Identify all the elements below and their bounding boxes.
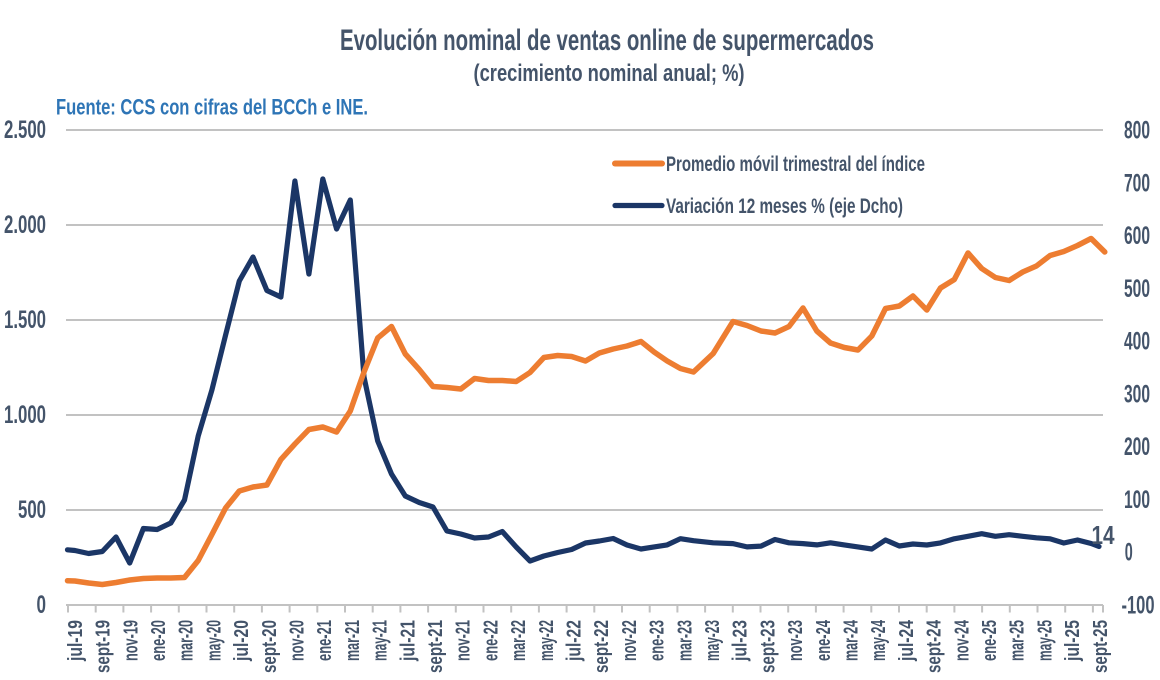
- svg-text:mar-23: mar-23: [674, 620, 696, 661]
- svg-text:ene-20: ene-20: [148, 620, 170, 661]
- svg-text:0: 0: [1125, 539, 1133, 567]
- svg-text:sept-23: sept-23: [757, 620, 779, 673]
- svg-text:Promedio móvil trimestral del: Promedio móvil trimestral del índice: [666, 153, 925, 176]
- svg-text:800: 800: [1124, 117, 1150, 145]
- svg-text:mar-25: mar-25: [1007, 620, 1029, 661]
- svg-text:nov-20: nov-20: [287, 620, 309, 661]
- svg-text:400: 400: [1124, 328, 1150, 356]
- svg-text:Fuente: CCS con cifras del BCC: Fuente: CCS con cifras del BCCh e INE.: [56, 95, 368, 120]
- svg-text:0: 0: [37, 591, 47, 619]
- svg-text:2.500: 2.500: [4, 116, 46, 144]
- svg-text:jul-24: jul-24: [896, 619, 918, 661]
- svg-text:200: 200: [1124, 433, 1150, 461]
- svg-text:14: 14: [1092, 520, 1115, 550]
- svg-text:jul-19: jul-19: [65, 620, 87, 662]
- svg-text:jul-25: jul-25: [1062, 620, 1084, 662]
- svg-text:1.500: 1.500: [4, 306, 46, 334]
- svg-text:ene-21: ene-21: [314, 620, 336, 661]
- svg-text:ene-25: ene-25: [979, 620, 1001, 661]
- svg-text:Evolución nominal de ventas on: Evolución nominal de ventas online de su…: [340, 24, 874, 57]
- svg-text:sept-25: sept-25: [1090, 620, 1112, 673]
- svg-text:sept-22: sept-22: [591, 620, 613, 673]
- svg-text:(crecimiento nominal anual; %): (crecimiento nominal anual; %): [474, 60, 745, 87]
- svg-text:mar-24: mar-24: [841, 619, 863, 661]
- svg-text:ene-22: ene-22: [480, 620, 502, 661]
- svg-text:600: 600: [1124, 222, 1150, 250]
- svg-text:nov-21: nov-21: [453, 620, 475, 661]
- svg-text:may-24: may-24: [868, 619, 890, 661]
- svg-text:1.000: 1.000: [4, 401, 46, 429]
- svg-text:sept-24: sept-24: [924, 619, 946, 673]
- svg-text:nov-24: nov-24: [951, 619, 973, 661]
- svg-text:700: 700: [1124, 169, 1150, 197]
- svg-text:mar-22: mar-22: [508, 620, 530, 661]
- svg-text:mar-20: mar-20: [176, 620, 198, 661]
- svg-text:sept-21: sept-21: [425, 620, 447, 673]
- svg-text:mar-21: mar-21: [342, 620, 364, 661]
- svg-text:may-21: may-21: [370, 620, 392, 661]
- svg-text:may-25: may-25: [1034, 620, 1056, 661]
- svg-text:-100: -100: [1122, 592, 1155, 620]
- svg-text:nov-22: nov-22: [619, 620, 641, 661]
- svg-text:nov-19: nov-19: [120, 620, 142, 661]
- svg-text:sept-19: sept-19: [93, 620, 115, 673]
- svg-text:100: 100: [1124, 486, 1150, 514]
- svg-text:2.000: 2.000: [4, 211, 46, 239]
- svg-text:jul-22: jul-22: [564, 620, 586, 662]
- svg-text:500: 500: [1124, 275, 1150, 303]
- svg-text:ene-24: ene-24: [813, 619, 835, 661]
- svg-text:jul-23: jul-23: [730, 620, 752, 662]
- svg-text:may-20: may-20: [203, 620, 225, 661]
- svg-text:may-23: may-23: [702, 620, 724, 661]
- svg-text:jul-21: jul-21: [397, 620, 419, 662]
- svg-text:Variación 12 meses % (eje Dcho: Variación 12 meses % (eje Dcho): [666, 195, 903, 218]
- svg-text:ene-23: ene-23: [647, 620, 669, 661]
- svg-text:nov-23: nov-23: [785, 620, 807, 661]
- svg-text:jul-20: jul-20: [231, 620, 253, 662]
- svg-text:300: 300: [1124, 380, 1150, 408]
- svg-text:500: 500: [18, 496, 46, 524]
- svg-text:may-22: may-22: [536, 620, 558, 661]
- svg-text:sept-20: sept-20: [259, 620, 281, 673]
